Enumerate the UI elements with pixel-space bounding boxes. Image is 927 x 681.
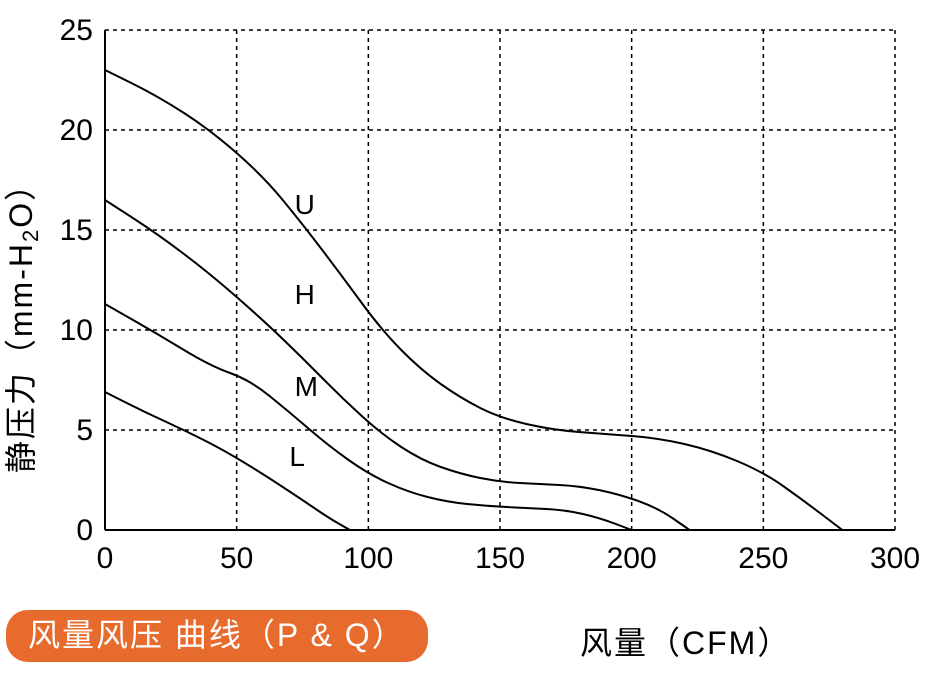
y-tick-label: 0 [76, 514, 93, 547]
y-tick-label: 20 [60, 114, 93, 147]
pq-chart: 0 50 100 150 200 250 300 0 5 10 15 20 25 静压力（mm-H2O） U… [0, 0, 927, 681]
series-label-u: U [295, 189, 315, 220]
chart-container: 0 50 100 150 200 250 300 0 5 10 15 20 25 静压力（mm-H2O） U… [0, 0, 927, 681]
y-tick-label: 10 [60, 314, 93, 347]
series-label-m: M [295, 371, 318, 402]
series-label-l: L [289, 441, 305, 472]
x-tick-label: 100 [343, 542, 393, 575]
series-label-h: H [295, 279, 315, 310]
x-axis-label: 风量（CFM） [580, 618, 791, 664]
x-tick-label: 50 [220, 542, 253, 575]
x-tick-label: 250 [738, 542, 788, 575]
y-axis-label: 静压力（mm-H2O） [3, 167, 43, 473]
x-tick-label: 300 [870, 542, 920, 575]
x-tick-label: 200 [607, 542, 657, 575]
x-tick-label: 150 [475, 542, 525, 575]
chart-title-badge: 风量风压 曲线（P & Q） [6, 610, 428, 662]
y-tick-label: 25 [60, 14, 93, 47]
x-tick-label: 0 [97, 542, 114, 575]
y-tick-label: 15 [60, 214, 93, 247]
y-tick-label: 5 [76, 414, 93, 447]
